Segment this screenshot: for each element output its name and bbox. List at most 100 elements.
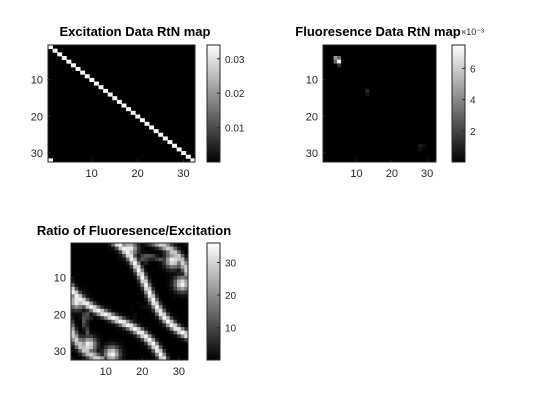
heatmap-cell <box>89 261 94 266</box>
heatmap-cell <box>136 290 141 295</box>
heatmap-cell <box>144 283 149 288</box>
heatmap-cell <box>96 345 101 350</box>
heatmap-cell <box>103 279 108 284</box>
heatmap-cell <box>92 246 97 251</box>
heatmap-cell <box>158 264 163 269</box>
heatmap-cell <box>111 352 116 357</box>
heatmap-cell <box>166 257 171 262</box>
heatmap-cell <box>180 352 185 357</box>
heatmap-cell <box>85 349 90 354</box>
heatmap-cell <box>155 257 160 262</box>
heatmap-cell <box>147 243 152 248</box>
heatmap-cell <box>89 316 94 321</box>
excitation-axes-frame <box>47 44 196 163</box>
heatmap-cell <box>100 250 105 255</box>
heatmap-cell <box>184 301 189 306</box>
heatmap-cell <box>100 349 105 354</box>
heatmap-cell <box>158 330 163 335</box>
heatmap-cell <box>78 356 83 361</box>
heatmap-cell <box>158 352 163 357</box>
heatmap-cell <box>180 294 185 299</box>
heatmap-cell <box>169 327 174 332</box>
heatmap-cell <box>177 338 182 343</box>
heatmap-cell <box>162 341 167 346</box>
heatmap-cell <box>133 356 138 361</box>
heatmap-cell <box>151 272 156 277</box>
heatmap-cell <box>147 334 152 339</box>
colorbar-tick-label: 0.03 <box>225 55 245 66</box>
heatmap-cell <box>92 243 97 248</box>
heatmap-cell <box>129 341 134 346</box>
heatmap-cell <box>129 257 134 262</box>
heatmap-cell <box>100 297 105 302</box>
heatmap-cell <box>118 243 123 248</box>
heatmap-cell <box>70 63 76 68</box>
heatmap-cell <box>100 316 105 321</box>
heatmap-cell <box>74 308 79 313</box>
heatmap-cell <box>71 286 76 291</box>
heatmap-cell <box>71 338 76 343</box>
heatmap-cell <box>151 275 156 280</box>
heatmap-cell <box>129 290 134 295</box>
heatmap-cell <box>74 345 79 350</box>
heatmap-cell <box>169 246 174 251</box>
heatmap-cell <box>92 323 97 328</box>
heatmap-cell <box>85 319 90 324</box>
heatmap-cell <box>184 264 189 269</box>
heatmap-cell <box>71 261 76 266</box>
heatmap-cell <box>167 140 173 145</box>
heatmap-cell <box>107 279 112 284</box>
heatmap-cell <box>184 330 189 335</box>
heatmap-cell <box>81 268 87 273</box>
heatmap-cell <box>107 334 112 339</box>
heatmap-cell <box>92 294 97 299</box>
heatmap-cell <box>144 268 149 273</box>
ratio-panel: Ratio of Fluoresence/Excitation 10 20 30 1… <box>37 223 237 378</box>
heatmap-cell <box>133 312 138 317</box>
x-tick-label: 10 <box>350 168 362 180</box>
heatmap-cell <box>92 257 97 262</box>
heatmap-cell <box>162 250 167 255</box>
heatmap-cell <box>96 272 101 277</box>
heatmap-cell <box>114 253 119 259</box>
heatmap-cell <box>166 308 171 313</box>
heatmap-cell <box>147 286 152 291</box>
heatmap-cell <box>166 352 171 357</box>
heatmap-cell <box>151 338 156 343</box>
heatmap-cell <box>71 283 76 288</box>
heatmap-cell <box>114 290 119 295</box>
heatmap-cell <box>166 297 171 302</box>
heatmap-cell <box>169 323 174 328</box>
heatmap-cell <box>114 312 119 317</box>
heatmap-cell <box>129 330 134 335</box>
heatmap-cell <box>103 246 108 251</box>
heatmap-cell <box>85 345 90 350</box>
heatmap-cell <box>133 243 138 248</box>
heatmap-cell <box>129 294 134 299</box>
heatmap-cell <box>166 275 171 280</box>
heatmap-cell <box>107 290 112 295</box>
heatmap-cell <box>136 294 141 299</box>
heatmap-cell <box>92 297 97 302</box>
heatmap-cell <box>180 243 185 248</box>
heatmap-cell <box>129 253 134 259</box>
heatmap-cell <box>71 308 76 313</box>
heatmap-cell <box>103 301 108 306</box>
heatmap-cell <box>155 334 160 339</box>
heatmap-cell <box>169 352 174 357</box>
heatmap-cell <box>103 268 108 273</box>
colorbar-gradient <box>452 45 465 162</box>
heatmap-cell <box>100 264 105 269</box>
heatmap-cell <box>111 264 116 269</box>
heatmap-cell <box>78 272 83 277</box>
heatmap-cell <box>103 345 108 350</box>
heatmap-cell <box>184 345 189 350</box>
heatmap-cell <box>133 341 138 346</box>
heatmap-cell <box>74 279 79 284</box>
heatmap-cell <box>81 316 87 321</box>
heatmap-cell <box>173 279 178 284</box>
heatmap-cell <box>111 356 116 361</box>
heatmap-cell <box>125 334 130 339</box>
heatmap-cell <box>107 338 112 343</box>
heatmap-cell <box>162 327 167 332</box>
